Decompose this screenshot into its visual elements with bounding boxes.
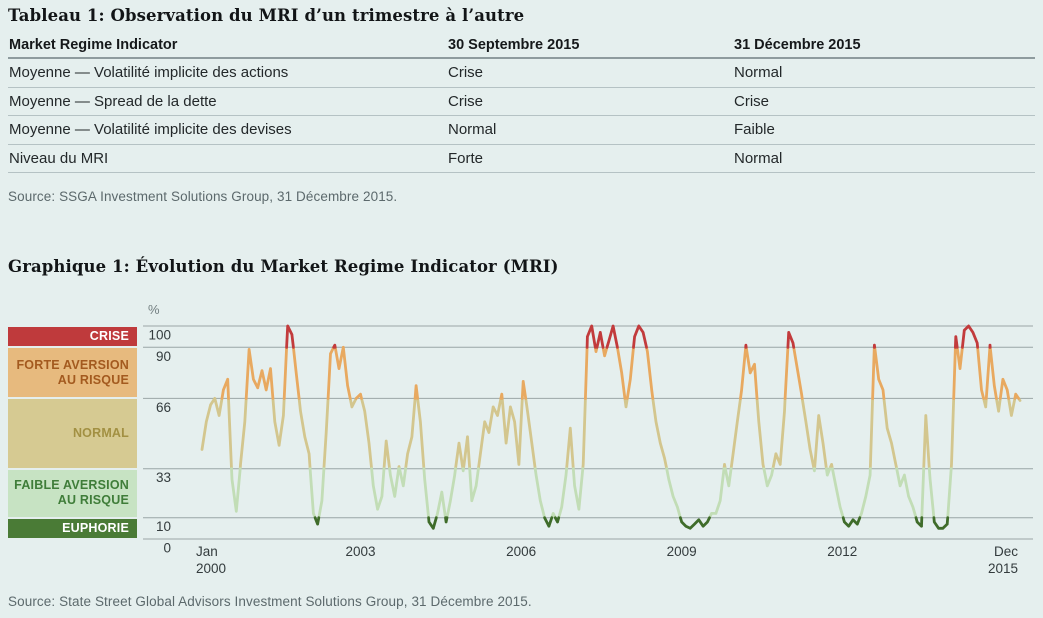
value-sep-2015: Normal xyxy=(448,121,497,139)
y-tick-90: 90 xyxy=(156,349,171,364)
table-source: Source: SSGA Investment Solutions Group,… xyxy=(8,189,398,204)
value-dec-2015: Faible xyxy=(734,121,775,139)
legend-band-faible: FAIBLE AVERSION AU RISQUE xyxy=(8,469,137,517)
table-row: Niveau du MRI Forte Normal xyxy=(8,145,1035,173)
table-title: Tableau 1: Observation du MRI d’un trime… xyxy=(8,6,525,25)
y-tick-10: 10 xyxy=(156,519,171,534)
x-tick-label: 2000 xyxy=(196,561,226,576)
value-sep-2015: Crise xyxy=(448,92,484,110)
legend-band-forte: FORTE AVERSION AU RISQUE xyxy=(8,348,137,398)
value-dec-2015: Normal xyxy=(734,149,783,167)
mri-series-crise xyxy=(285,324,992,349)
legend-band-euphorie: EUPHORIE xyxy=(8,518,137,538)
legend-band-normal: NORMAL xyxy=(8,399,137,468)
row-label: Moyenne — Volatilité implicite des devis… xyxy=(9,121,292,139)
x-tick-label: Dec xyxy=(994,544,1018,559)
x-tick-label: 2015 xyxy=(988,561,1018,576)
table-body: Moyenne — Volatilité implicite des actio… xyxy=(8,59,1035,173)
mri-observation-table: Market Regime Indicator 30 Septembre 201… xyxy=(8,32,1035,173)
value-sep-2015: Crise xyxy=(448,64,484,82)
table-header-row: Market Regime Indicator 30 Septembre 201… xyxy=(8,32,1035,59)
y-tick-33: 33 xyxy=(156,470,171,485)
mri-series-normal xyxy=(200,397,1022,471)
table-row: Moyenne — Volatilité implicite des devis… xyxy=(8,116,1035,145)
chart-source: Source: State Street Global Advisors Inv… xyxy=(8,594,532,609)
table-row: Moyenne — Spread de la dette Crise Crise xyxy=(8,88,1035,116)
mri-series-euphorie xyxy=(313,516,950,530)
x-tick-label: 2012 xyxy=(827,544,857,559)
table-row: Moyenne — Volatilité implicite des actio… xyxy=(8,59,1035,88)
column-header-dec-2015: 31 Décembre 2015 xyxy=(734,36,861,53)
row-label: Moyenne — Volatilité implicite des actio… xyxy=(9,64,289,82)
x-tick-label: 2003 xyxy=(346,544,376,559)
y-tick-100: 100 xyxy=(148,328,171,343)
x-tick-label: Jan xyxy=(196,544,218,559)
value-dec-2015: Crise xyxy=(734,92,770,110)
row-label: Moyenne — Spread de la dette xyxy=(9,92,217,110)
column-header-indicator: Market Regime Indicator xyxy=(9,36,178,53)
value-sep-2015: Forte xyxy=(448,149,484,167)
value-dec-2015: Normal xyxy=(734,64,783,82)
y-axis-unit: % xyxy=(148,302,160,317)
column-header-sep-2015: 30 Septembre 2015 xyxy=(448,36,580,53)
mri-series-forte-aversion xyxy=(220,345,1020,400)
x-tick-label: 2009 xyxy=(667,544,697,559)
chart-title: Graphique 1: Évolution du Market Regime … xyxy=(8,257,559,276)
y-tick-0: 0 xyxy=(163,541,171,556)
row-label: Niveau du MRI xyxy=(9,149,109,167)
y-tick-66: 66 xyxy=(156,400,171,415)
mri-series-faible-aversion xyxy=(230,467,953,520)
legend-band-crise: CRISE xyxy=(8,327,137,347)
x-tick-label: 2006 xyxy=(506,544,536,559)
mri-evolution-chart: CRISE FORTE AVERSION AU RISQUE NORMAL FAIBL… xyxy=(0,300,1043,595)
